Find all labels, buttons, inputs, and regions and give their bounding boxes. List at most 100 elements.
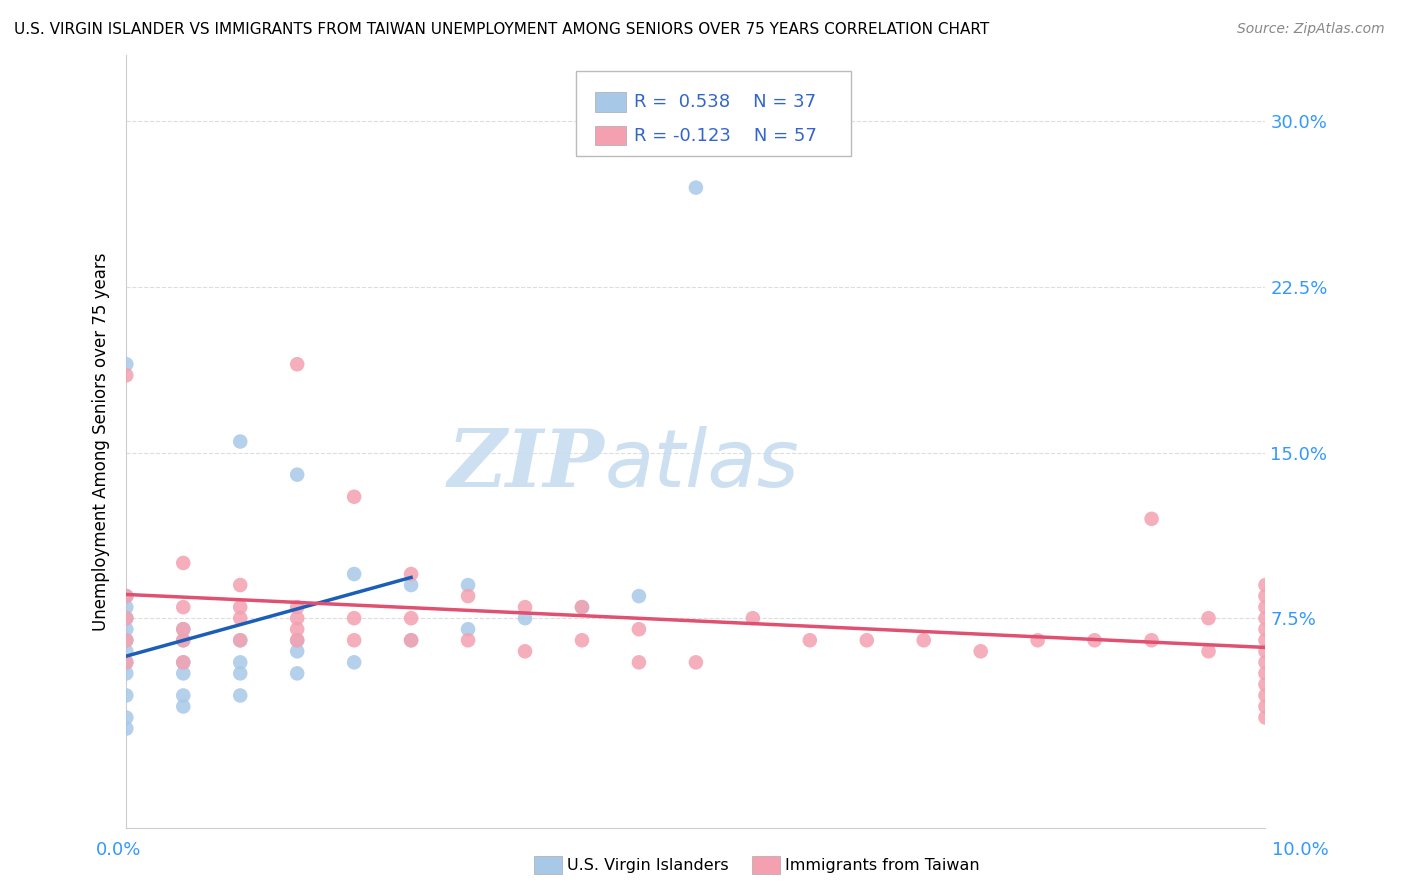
Point <box>571 633 593 648</box>
Point <box>172 666 194 681</box>
Point <box>1254 699 1277 714</box>
Point <box>457 633 479 648</box>
Point <box>399 567 422 582</box>
Point <box>399 578 422 592</box>
Point <box>1254 666 1277 681</box>
Point <box>229 600 252 615</box>
Point <box>229 633 252 648</box>
Point <box>513 611 536 625</box>
Point <box>399 611 422 625</box>
Point <box>571 600 593 615</box>
Point <box>912 633 935 648</box>
Text: Source: ZipAtlas.com: Source: ZipAtlas.com <box>1237 22 1385 37</box>
Point <box>399 633 422 648</box>
Point <box>627 622 650 636</box>
Point <box>229 666 252 681</box>
Point <box>285 600 308 615</box>
Text: U.S. Virgin Islanders: U.S. Virgin Islanders <box>567 858 728 872</box>
Point <box>343 490 366 504</box>
Point <box>285 633 308 648</box>
Point <box>685 656 707 670</box>
Point <box>115 710 138 724</box>
Point <box>1254 689 1277 703</box>
Point <box>627 589 650 603</box>
Point <box>115 722 138 736</box>
Point <box>1254 633 1277 648</box>
Point <box>799 633 821 648</box>
Point <box>685 180 707 194</box>
Point <box>172 622 194 636</box>
Point <box>399 633 422 648</box>
Point <box>741 611 763 625</box>
Point <box>1026 633 1049 648</box>
Point <box>457 578 479 592</box>
Point <box>115 644 138 658</box>
Text: U.S. VIRGIN ISLANDER VS IMMIGRANTS FROM TAIWAN UNEMPLOYMENT AMONG SENIORS OVER 7: U.S. VIRGIN ISLANDER VS IMMIGRANTS FROM … <box>14 22 990 37</box>
Point <box>285 622 308 636</box>
Text: Immigrants from Taiwan: Immigrants from Taiwan <box>785 858 979 872</box>
Point <box>115 611 138 625</box>
Point <box>343 633 366 648</box>
Point <box>1254 589 1277 603</box>
Point <box>115 656 138 670</box>
Point <box>229 689 252 703</box>
Point <box>1254 644 1277 658</box>
Point <box>1254 578 1277 592</box>
Point <box>285 611 308 625</box>
Point <box>172 633 194 648</box>
Point <box>1140 633 1163 648</box>
Point <box>1254 710 1277 724</box>
Point <box>115 666 138 681</box>
Y-axis label: Unemployment Among Seniors over 75 years: Unemployment Among Seniors over 75 years <box>93 252 110 631</box>
Point <box>285 357 308 371</box>
Point <box>115 622 138 636</box>
Text: atlas: atlas <box>605 425 800 504</box>
Text: 10.0%: 10.0% <box>1272 840 1329 858</box>
Point <box>115 633 138 648</box>
Point <box>457 589 479 603</box>
Point <box>343 611 366 625</box>
Point <box>855 633 877 648</box>
Point <box>172 656 194 670</box>
Point <box>343 656 366 670</box>
Point <box>229 633 252 648</box>
Point <box>285 644 308 658</box>
Point <box>1254 656 1277 670</box>
Point <box>457 622 479 636</box>
Point <box>172 633 194 648</box>
Point <box>229 656 252 670</box>
Point <box>115 656 138 670</box>
Text: R = -0.123    N = 57: R = -0.123 N = 57 <box>634 127 817 145</box>
Text: ZIP: ZIP <box>449 426 605 503</box>
Point <box>1254 677 1277 691</box>
Point <box>115 589 138 603</box>
Point <box>115 368 138 383</box>
Point <box>229 611 252 625</box>
Point <box>172 622 194 636</box>
Point <box>172 656 194 670</box>
Point <box>970 644 993 658</box>
Point <box>115 633 138 648</box>
Text: 0.0%: 0.0% <box>96 840 141 858</box>
Point <box>285 633 308 648</box>
Point <box>172 699 194 714</box>
Point <box>115 589 138 603</box>
Point <box>571 600 593 615</box>
Point <box>172 556 194 570</box>
Point <box>229 434 252 449</box>
Point <box>172 689 194 703</box>
Point <box>627 656 650 670</box>
Point <box>285 467 308 482</box>
Point <box>172 600 194 615</box>
Point <box>1254 600 1277 615</box>
Point <box>1084 633 1107 648</box>
Point <box>343 567 366 582</box>
Point <box>1140 512 1163 526</box>
Point <box>513 644 536 658</box>
Point <box>1254 611 1277 625</box>
Point <box>115 600 138 615</box>
Point <box>1198 611 1220 625</box>
Point <box>513 600 536 615</box>
Point <box>115 611 138 625</box>
Point <box>1198 644 1220 658</box>
